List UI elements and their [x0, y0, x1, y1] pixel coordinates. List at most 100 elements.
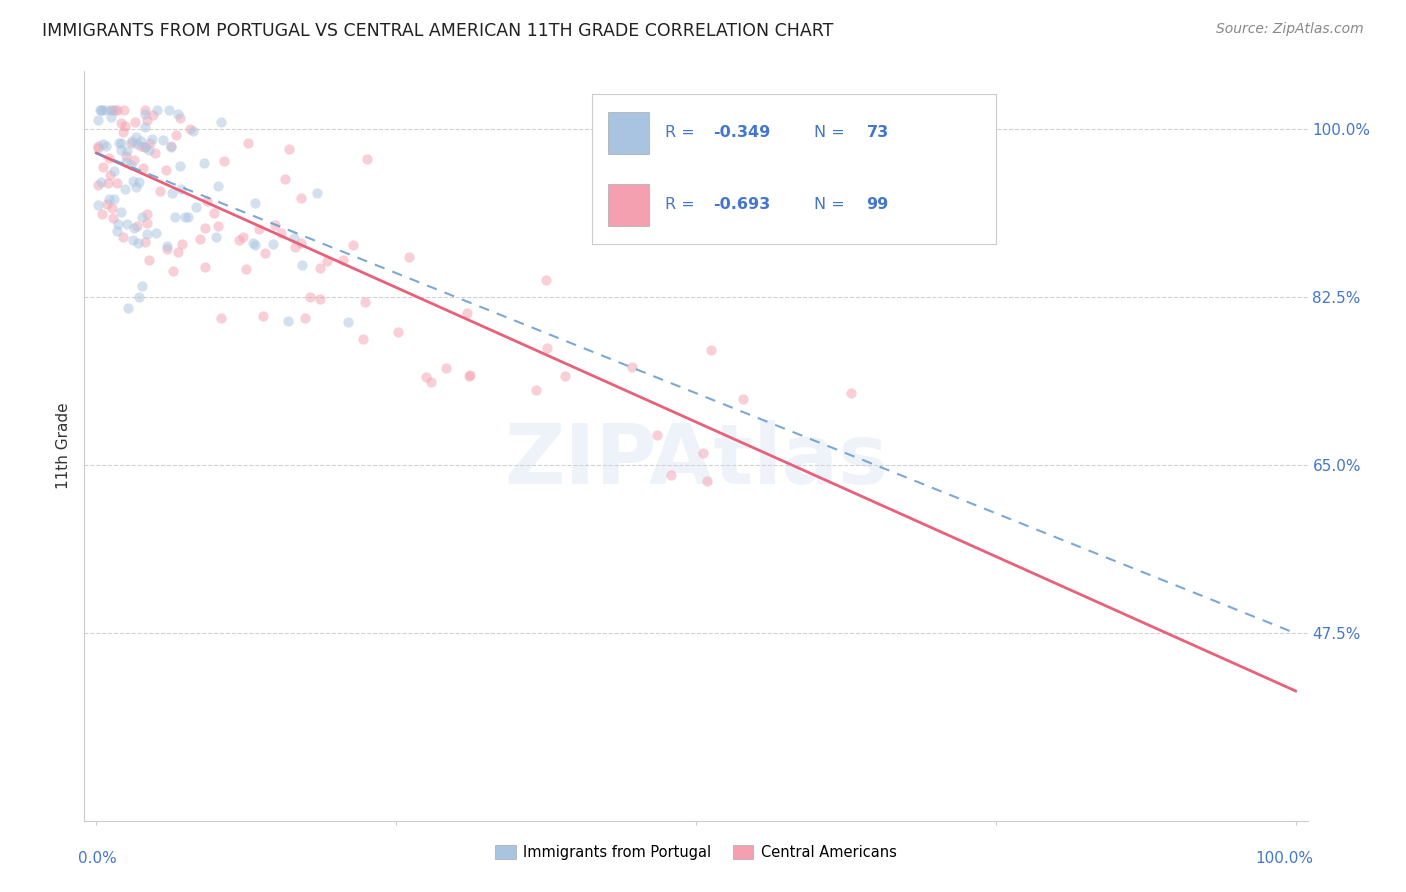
Point	[387, 325, 409, 339]
Point	[209, 115, 232, 129]
Point	[149, 184, 172, 198]
Text: 100.0%: 100.0%	[1256, 851, 1313, 865]
Point	[125, 129, 148, 144]
Point	[136, 113, 159, 128]
Point	[131, 210, 153, 224]
Point	[91, 160, 114, 174]
Point	[270, 227, 292, 241]
Point	[94, 103, 117, 117]
Point	[309, 292, 332, 306]
Point	[128, 175, 150, 189]
Point	[111, 230, 134, 244]
Point	[205, 229, 228, 244]
Point	[315, 253, 337, 268]
Point	[97, 176, 120, 190]
Point	[621, 360, 644, 375]
Point	[290, 191, 312, 205]
Point	[105, 176, 128, 190]
Point	[134, 103, 156, 118]
Point	[188, 231, 211, 245]
Point	[167, 244, 190, 259]
Point	[645, 427, 668, 442]
Point	[86, 178, 108, 192]
Point	[117, 301, 139, 315]
Point	[174, 210, 197, 224]
Point	[125, 180, 148, 194]
Point	[243, 196, 266, 211]
Point	[420, 375, 443, 389]
Point	[87, 138, 110, 153]
Point	[434, 360, 457, 375]
Point	[114, 120, 136, 134]
Point	[228, 234, 250, 248]
Point	[354, 295, 377, 310]
Point	[87, 113, 110, 128]
Point	[124, 153, 146, 167]
Point	[264, 218, 287, 232]
Point	[235, 261, 257, 276]
Legend: Immigrants from Portugal, Central Americans: Immigrants from Portugal, Central Americ…	[489, 839, 903, 866]
Point	[692, 446, 714, 460]
Y-axis label: 11th Grade: 11th Grade	[56, 402, 72, 490]
Point	[207, 219, 229, 233]
Point	[90, 103, 112, 117]
Point	[554, 369, 576, 384]
Point	[143, 146, 166, 161]
Point	[90, 103, 112, 117]
Point	[152, 133, 174, 147]
Point	[121, 174, 143, 188]
Point	[112, 125, 135, 139]
Point	[209, 311, 232, 326]
Point	[156, 238, 179, 252]
Point	[242, 235, 264, 250]
Point	[181, 124, 204, 138]
Point	[254, 246, 277, 260]
Point	[207, 178, 229, 193]
Point	[294, 311, 316, 326]
Point	[193, 156, 215, 170]
Point	[129, 134, 152, 148]
Point	[100, 103, 122, 117]
Point	[141, 132, 163, 146]
Point	[186, 200, 208, 214]
Point	[135, 206, 157, 220]
Point	[138, 136, 160, 150]
Point	[659, 467, 682, 482]
Point	[536, 342, 558, 356]
Point	[169, 160, 191, 174]
Point	[121, 135, 143, 149]
Point	[733, 392, 755, 406]
Point	[121, 158, 143, 172]
Point	[156, 242, 179, 256]
Point	[120, 136, 142, 150]
Point	[112, 103, 135, 117]
Point	[98, 151, 121, 165]
Point	[398, 250, 420, 264]
Point	[129, 138, 152, 153]
Point	[356, 152, 378, 166]
Point	[136, 227, 159, 242]
Point	[236, 136, 259, 150]
Point	[252, 309, 274, 323]
Point	[169, 112, 191, 126]
Point	[134, 140, 156, 154]
Point	[90, 175, 112, 189]
Text: 0.0%: 0.0%	[79, 851, 117, 865]
Point	[202, 205, 225, 219]
Point	[457, 369, 479, 384]
Point	[179, 121, 201, 136]
Point	[167, 107, 190, 121]
Point	[134, 120, 156, 134]
Text: ZIPAtlas: ZIPAtlas	[503, 420, 889, 501]
Point	[299, 290, 322, 304]
Text: IMMIGRANTS FROM PORTUGAL VS CENTRAL AMERICAN 11TH GRADE CORRELATION CHART: IMMIGRANTS FROM PORTUGAL VS CENTRAL AMER…	[42, 22, 834, 40]
Point	[124, 220, 146, 235]
Point	[277, 314, 299, 328]
Point	[91, 207, 114, 221]
Point	[103, 164, 125, 178]
Point	[160, 140, 183, 154]
Point	[98, 169, 121, 183]
Point	[700, 343, 723, 357]
Point	[165, 128, 187, 142]
Point	[103, 192, 125, 206]
